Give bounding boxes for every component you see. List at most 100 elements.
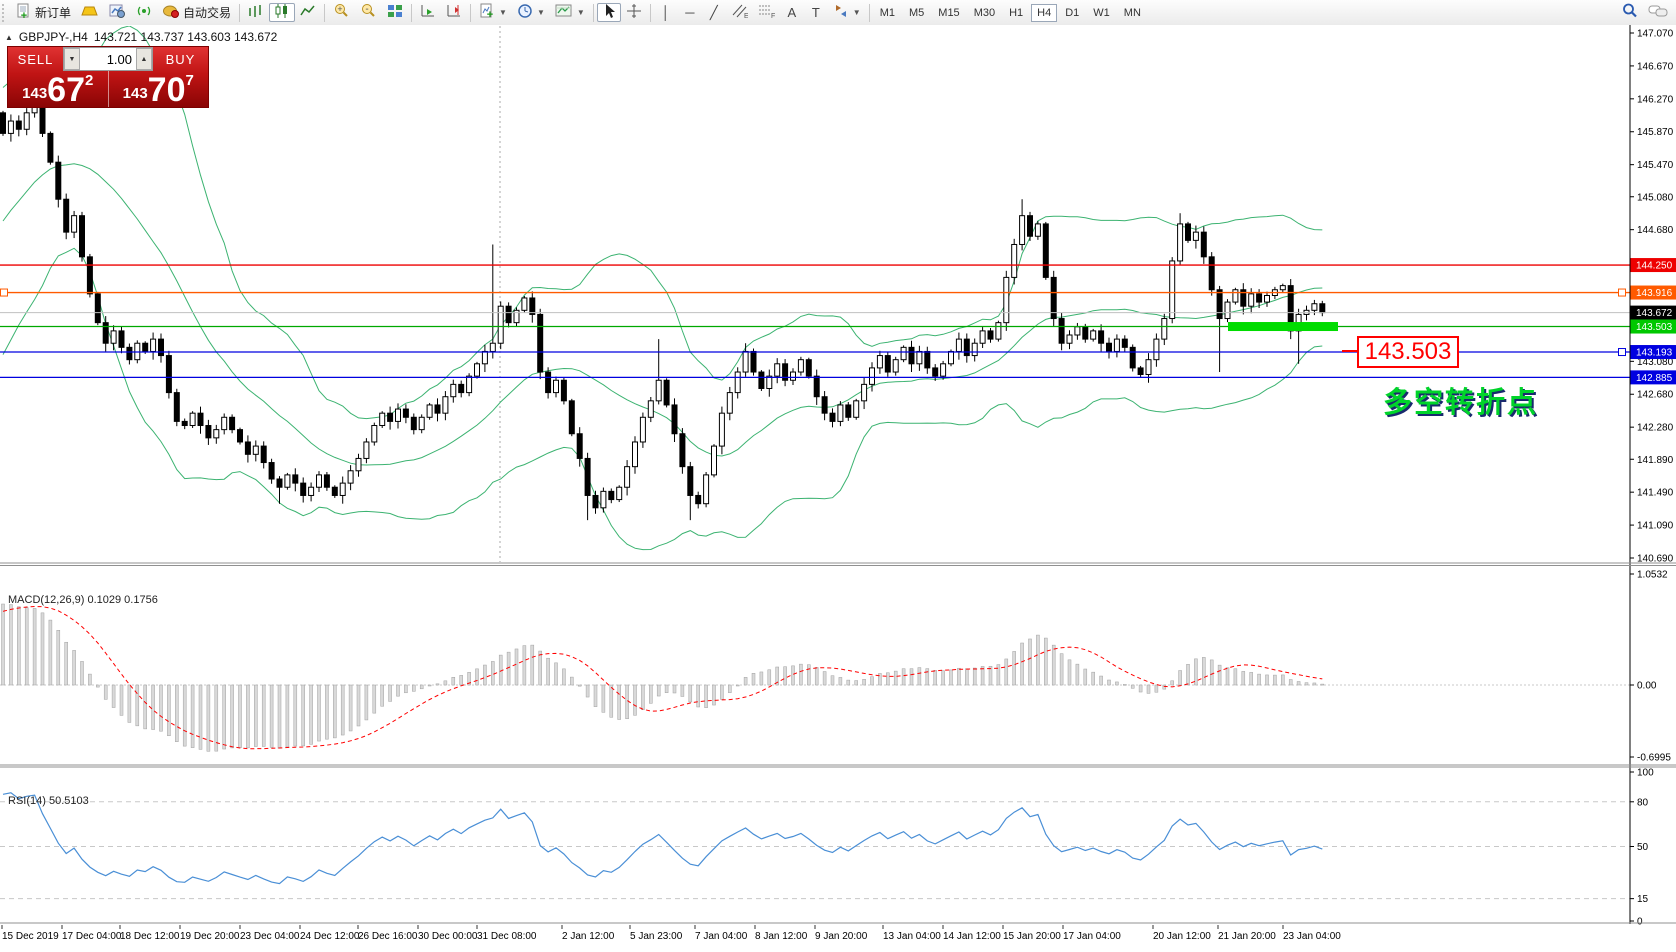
chevron-down-icon: ▼	[853, 8, 861, 17]
svg-text:50: 50	[1637, 842, 1649, 853]
trendline-button[interactable]: ╱	[702, 3, 726, 22]
svg-text:2 Jan 12:00: 2 Jan 12:00	[562, 931, 615, 942]
svg-text:142.680: 142.680	[1637, 390, 1674, 401]
toolbar-separator	[470, 4, 471, 22]
rsi-indicator-label: RSI(14) 50.5103	[8, 795, 89, 807]
crosshair-icon	[626, 3, 642, 22]
svg-text:21 Jan 20:00: 21 Jan 20:00	[1218, 931, 1276, 942]
svg-text:143.503: 143.503	[1636, 322, 1673, 333]
vertical-line-button[interactable]: │	[654, 3, 678, 22]
svg-text:145.470: 145.470	[1637, 160, 1674, 171]
market-button[interactable]	[76, 3, 104, 22]
zoom-out-icon: -	[360, 3, 377, 22]
svg-text:143.193: 143.193	[1636, 348, 1673, 359]
timeframe-mn[interactable]: MN	[1118, 4, 1147, 22]
chart-canvas[interactable]: 147.070146.670146.270145.870145.470145.0…	[0, 25, 1676, 947]
timeframe-m5[interactable]: M5	[903, 4, 930, 22]
trendline-icon: ╱	[707, 5, 721, 21]
cursor-button[interactable]	[597, 3, 621, 22]
horizontal-line-button[interactable]: ─	[678, 3, 702, 22]
new-order-button[interactable]: + 新订单	[11, 3, 76, 22]
svg-text:145.080: 145.080	[1637, 192, 1674, 203]
svg-text:9 Jan 20:00: 9 Jan 20:00	[815, 931, 868, 942]
timeframe-w1[interactable]: W1	[1087, 4, 1116, 22]
templates-button[interactable]: ▼	[550, 3, 590, 22]
svg-text:143.916: 143.916	[1636, 288, 1673, 299]
metaeditor-button[interactable]	[104, 3, 131, 22]
svg-text:142.885: 142.885	[1636, 373, 1673, 384]
sell-price-big: 67	[47, 75, 85, 105]
search-icon[interactable]	[1622, 3, 1638, 22]
sell-button[interactable]: SELL	[8, 47, 63, 71]
new-order-icon: +	[16, 3, 32, 22]
auto-scroll-button[interactable]	[415, 3, 441, 22]
svg-text:8 Jan 12:00: 8 Jan 12:00	[755, 931, 808, 942]
svg-text:15: 15	[1637, 894, 1649, 905]
buy-button[interactable]: BUY	[153, 47, 208, 71]
metaeditor-icon	[109, 3, 126, 22]
svg-text:145.870: 145.870	[1637, 127, 1674, 138]
svg-text:1.0532: 1.0532	[1637, 570, 1668, 581]
crosshair-button[interactable]	[621, 3, 647, 22]
zoom-out-button[interactable]: -	[355, 3, 382, 22]
timeframe-h4[interactable]: H4	[1031, 4, 1057, 22]
chart-shift-icon	[446, 3, 462, 22]
signals-button[interactable]	[131, 3, 157, 22]
text-label-button[interactable]: T	[804, 3, 828, 22]
svg-text:0.00: 0.00	[1637, 681, 1657, 692]
toolbar-separator	[239, 4, 240, 22]
zoom-in-button[interactable]: +	[328, 3, 355, 22]
arrows-button[interactable]: ▼	[828, 3, 866, 22]
bar-chart-button[interactable]	[243, 3, 269, 22]
new-order-label: 新订单	[35, 4, 71, 21]
price-callout[interactable]: 143.503	[1357, 336, 1459, 368]
buy-price[interactable]: 143 70 7	[109, 71, 209, 107]
svg-text:-: -	[365, 4, 368, 15]
timeframe-m1[interactable]: M1	[874, 4, 901, 22]
equidistant-channel-button[interactable]: E	[726, 3, 753, 22]
svg-text:31 Dec 08:00: 31 Dec 08:00	[477, 931, 537, 942]
timeframe-m30[interactable]: M30	[968, 4, 1001, 22]
horizontal-line-icon: ─	[683, 5, 697, 20]
buy-price-big: 70	[148, 75, 186, 105]
line-chart-button[interactable]	[295, 3, 321, 22]
candlestick-chart-button[interactable]	[269, 3, 295, 22]
periods-button[interactable]: ▼	[512, 3, 550, 22]
volume-input[interactable]	[80, 48, 136, 70]
tile-windows-icon	[387, 3, 403, 22]
chart-shift-button[interactable]	[441, 3, 467, 22]
candlestick-chart-icon	[274, 3, 290, 22]
symbol-info: ▲ GBPJPY-,H4 143.721 143.737 143.603 143…	[5, 30, 277, 44]
macd-indicator-label: MACD(12,26,9) 0.1029 0.1756	[8, 594, 158, 606]
chat-icon[interactable]	[1648, 3, 1668, 22]
svg-text:23 Dec 04:00: 23 Dec 04:00	[240, 931, 300, 942]
line-handle	[1619, 289, 1626, 296]
vertical-line-icon: │	[659, 5, 673, 20]
svg-text:144.680: 144.680	[1637, 225, 1674, 236]
timeframe-h1[interactable]: H1	[1003, 4, 1029, 22]
gold-bar-icon	[81, 3, 99, 22]
sell-price-prefix: 143	[22, 85, 47, 102]
volume-increase-button[interactable]: ▲	[136, 48, 152, 70]
clock-icon	[517, 3, 533, 22]
symbol-ohlc: 143.721 143.737 143.603 143.672	[94, 30, 278, 44]
support-highlight[interactable]	[1228, 322, 1338, 331]
collapse-icon[interactable]: ▲	[5, 33, 13, 42]
sell-price[interactable]: 143 67 2	[8, 71, 108, 107]
svg-text:+: +	[337, 4, 342, 14]
volume-decrease-button[interactable]: ▼	[64, 48, 80, 70]
text-label-icon: T	[809, 5, 823, 20]
indicators-button[interactable]: + ▼	[474, 3, 512, 22]
chart-annotation[interactable]: 多空转折点	[1383, 379, 1538, 421]
autotrading-button[interactable]: 自动交易	[157, 3, 236, 22]
svg-text:17 Jan 04:00: 17 Jan 04:00	[1063, 931, 1121, 942]
tile-windows-button[interactable]	[382, 3, 408, 22]
timeframe-m15[interactable]: M15	[932, 4, 965, 22]
svg-text:0: 0	[1637, 917, 1643, 928]
timeframe-d1[interactable]: D1	[1059, 4, 1085, 22]
svg-text:15 Jan 20:00: 15 Jan 20:00	[1003, 931, 1061, 942]
fibonacci-button[interactable]: F	[753, 3, 780, 22]
chevron-down-icon: ▼	[577, 8, 585, 17]
text-button[interactable]: A	[780, 3, 804, 22]
